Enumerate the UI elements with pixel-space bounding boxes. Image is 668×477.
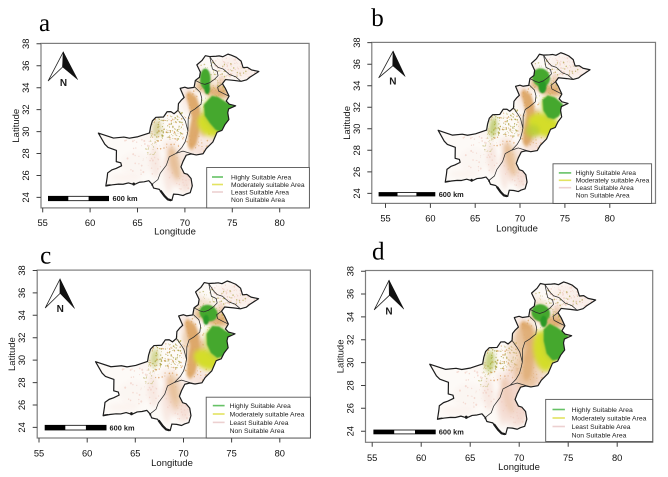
svg-text:d: d	[372, 238, 385, 265]
svg-text:Non Suitable Area: Non Suitable Area	[231, 197, 285, 204]
svg-text:30: 30	[346, 357, 356, 367]
svg-text:28: 28	[352, 145, 362, 155]
svg-text:Least Suitable Area: Least Suitable Area	[230, 420, 289, 427]
svg-text:75: 75	[560, 213, 570, 223]
svg-text:Non Suitable Area: Non Suitable Area	[230, 428, 285, 435]
svg-text:N: N	[385, 307, 392, 318]
svg-text:38: 38	[352, 37, 362, 47]
svg-text:75: 75	[563, 453, 573, 463]
svg-text:30: 30	[352, 124, 362, 134]
svg-text:38: 38	[21, 39, 31, 49]
svg-text:55: 55	[38, 218, 48, 228]
svg-text:Least Suitable Area: Least Suitable Area	[572, 424, 631, 431]
svg-text:60: 60	[85, 218, 95, 228]
svg-text:34: 34	[352, 81, 362, 91]
svg-text:26: 26	[346, 403, 356, 413]
svg-text:600 km: 600 km	[110, 423, 135, 432]
svg-text:38: 38	[346, 266, 356, 276]
svg-text:80: 80	[612, 453, 622, 463]
svg-text:600 km: 600 km	[439, 190, 464, 199]
svg-text:70: 70	[514, 453, 524, 463]
svg-text:70: 70	[178, 449, 188, 459]
svg-text:26: 26	[21, 170, 31, 180]
svg-text:34: 34	[21, 83, 31, 93]
svg-text:60: 60	[416, 453, 426, 463]
svg-text:Least Suitable Area: Least Suitable Area	[231, 189, 289, 196]
svg-text:Longitude: Longitude	[151, 458, 193, 469]
svg-text:65: 65	[465, 453, 475, 463]
svg-text:24: 24	[352, 188, 362, 198]
svg-text:Non Suitable Area: Non Suitable Area	[572, 432, 627, 439]
svg-text:Highly Suitable Area: Highly Suitable Area	[576, 170, 637, 177]
svg-text:30: 30	[21, 126, 31, 136]
svg-text:34: 34	[346, 312, 356, 322]
svg-text:75: 75	[226, 449, 236, 459]
svg-text:28: 28	[346, 380, 356, 390]
svg-text:Longitude: Longitude	[154, 227, 196, 238]
svg-text:c: c	[40, 243, 51, 270]
svg-text:24: 24	[21, 192, 31, 202]
svg-text:b: b	[371, 5, 384, 32]
svg-text:32: 32	[352, 102, 362, 112]
svg-text:55: 55	[34, 449, 44, 459]
svg-text:24: 24	[346, 426, 356, 436]
svg-text:80: 80	[605, 213, 615, 223]
svg-text:Least Suitable Area: Least Suitable Area	[576, 185, 634, 192]
svg-text:26: 26	[352, 167, 362, 177]
svg-text:38: 38	[17, 265, 27, 275]
svg-text:70: 70	[515, 213, 525, 223]
svg-text:36: 36	[21, 61, 31, 71]
svg-text:Highly Suitable Area: Highly Suitable Area	[231, 174, 292, 181]
svg-text:55: 55	[380, 213, 390, 223]
svg-text:Non Suitable Area: Non Suitable Area	[576, 192, 630, 199]
svg-text:30: 30	[17, 355, 27, 365]
svg-text:600 km: 600 km	[439, 427, 464, 436]
svg-text:Moderately suitable Area: Moderately suitable Area	[572, 415, 647, 422]
svg-text:80: 80	[275, 218, 285, 228]
svg-text:65: 65	[130, 449, 140, 459]
svg-text:Longitude: Longitude	[498, 462, 540, 473]
svg-text:36: 36	[346, 289, 356, 299]
svg-text:Moderately suitable Area: Moderately suitable Area	[230, 411, 305, 418]
svg-text:32: 32	[17, 333, 27, 343]
svg-text:24: 24	[17, 422, 27, 432]
svg-text:36: 36	[352, 59, 362, 69]
svg-text:Longitude: Longitude	[496, 223, 538, 234]
svg-text:80: 80	[275, 449, 285, 459]
svg-text:60: 60	[425, 213, 435, 223]
svg-text:Highly Suitable Area: Highly Suitable Area	[230, 403, 291, 410]
svg-text:Moderately suitable Area: Moderately suitable Area	[231, 182, 305, 189]
svg-text:70: 70	[180, 218, 190, 228]
svg-text:N: N	[60, 78, 67, 89]
svg-text:Latitude: Latitude	[342, 106, 353, 140]
svg-text:65: 65	[470, 213, 480, 223]
svg-text:Highly Suitable Area: Highly Suitable Area	[572, 407, 633, 414]
svg-text:Latitude: Latitude	[11, 109, 22, 143]
svg-text:65: 65	[132, 218, 142, 228]
svg-text:75: 75	[227, 218, 237, 228]
svg-text:60: 60	[82, 449, 92, 459]
svg-text:55: 55	[367, 453, 377, 463]
svg-text:600 km: 600 km	[113, 194, 138, 203]
svg-text:32: 32	[21, 104, 31, 114]
svg-text:32: 32	[346, 335, 356, 345]
svg-text:Moderately suitable Area: Moderately suitable Area	[576, 178, 650, 185]
svg-text:36: 36	[17, 288, 27, 298]
svg-text:26: 26	[17, 400, 27, 410]
svg-text:28: 28	[17, 377, 27, 387]
svg-text:Latitude: Latitude	[7, 337, 18, 371]
svg-text:N: N	[389, 77, 396, 88]
svg-text:a: a	[39, 10, 50, 37]
svg-text:N: N	[57, 304, 64, 315]
svg-text:Latitude: Latitude	[336, 339, 347, 373]
svg-text:28: 28	[21, 148, 31, 158]
svg-text:34: 34	[17, 310, 27, 320]
